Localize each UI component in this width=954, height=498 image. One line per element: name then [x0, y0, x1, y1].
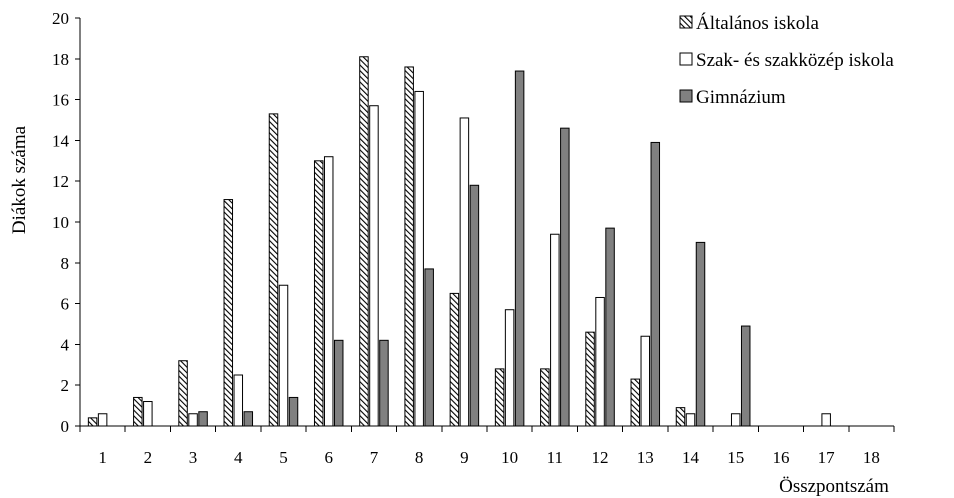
legend-label: Gimnázium: [696, 87, 786, 108]
x-tick-label: 3: [189, 448, 198, 467]
y-tick-label: 18: [52, 50, 69, 69]
x-tick-label: 17: [818, 448, 836, 467]
legend-swatch: [679, 15, 693, 29]
bar-1-8: [404, 66, 414, 427]
x-tick-label: 8: [415, 448, 424, 467]
bar-3-11: [560, 127, 570, 427]
bar-1-2: [133, 396, 143, 427]
x-tick-label: 15: [727, 448, 744, 467]
x-tick-label: 10: [501, 448, 518, 467]
y-tick-label: 2: [61, 376, 70, 395]
y-axis-label: Diákok száma: [9, 125, 30, 234]
bar-2-9: [459, 117, 470, 427]
bar-3-4: [243, 411, 254, 427]
y-tick-label: 12: [52, 172, 69, 191]
y-tick-label: 0: [61, 417, 70, 436]
bar-2-11: [550, 233, 560, 427]
x-tick-label: 5: [279, 448, 288, 467]
x-tick-label: 9: [460, 448, 469, 467]
bar-1-7: [359, 56, 369, 427]
bar-2-6: [323, 156, 334, 427]
bar-3-6: [333, 339, 344, 427]
y-tick-label: 6: [61, 295, 70, 314]
bar-2-17: [821, 413, 831, 427]
bar-3-10: [514, 70, 525, 427]
bar-1-3: [178, 360, 188, 427]
y-tick-label: 4: [61, 335, 70, 354]
legend-swatch: [679, 89, 693, 103]
x-tick-label: 13: [637, 448, 654, 467]
bar-3-5: [288, 396, 299, 427]
bar-1-13: [630, 378, 641, 427]
x-tick-label: 6: [324, 448, 333, 467]
bar-3-9: [469, 184, 480, 427]
y-tick-label: 10: [52, 213, 69, 232]
bar-1-10: [494, 368, 505, 427]
bar-2-2: [143, 401, 153, 427]
bar-2-15: [730, 413, 741, 427]
y-tick-label: 14: [52, 131, 70, 150]
bar-2-13: [640, 335, 651, 427]
bar-1-9: [449, 292, 460, 427]
bar-1-14: [675, 407, 686, 427]
bars: [87, 56, 831, 427]
bar-1-11: [540, 368, 550, 427]
y-tick-label: 20: [52, 9, 69, 28]
bar-1-6: [313, 160, 324, 427]
bar-2-7: [369, 105, 379, 427]
x-tick-label: 11: [547, 448, 563, 467]
bar-2-12: [595, 296, 605, 427]
bar-2-10: [504, 309, 515, 427]
x-tick-label: 4: [234, 448, 243, 467]
bar-1-4: [223, 199, 234, 427]
bar-1-1: [87, 417, 98, 427]
bar-2-8: [414, 90, 424, 427]
bar-2-5: [278, 284, 289, 427]
legend-swatch: [679, 52, 693, 66]
bar-2-14: [685, 413, 696, 427]
x-tick-label: 14: [682, 448, 700, 467]
bar-2-4: [233, 374, 244, 427]
x-tick-label: 12: [592, 448, 609, 467]
bar-1-5: [268, 113, 279, 427]
x-axis-label: Összpontszám: [779, 476, 889, 497]
bar-2-3: [188, 413, 198, 427]
bar-3-7: [379, 339, 389, 427]
x-tick-label: 7: [370, 448, 379, 467]
bar-3-8: [424, 268, 434, 427]
bar-3-14: [695, 241, 706, 427]
x-tick-label: 2: [144, 448, 153, 467]
x-tick-label: 18: [863, 448, 880, 467]
y-axis-ticks: 0 2 4 6 8 10 12 14 16 18 20: [52, 9, 80, 436]
legend: Általános iskola Szak- és szakközép iskol…: [679, 12, 894, 108]
y-tick-label: 16: [52, 91, 69, 110]
bar-3-13: [650, 141, 661, 427]
y-tick-label: 8: [61, 254, 70, 273]
x-axis-ticks: 1 2 3 4 5 6 7 8 9 10 11 12 13 14 15 16 17 18: [79, 426, 895, 467]
x-tick-label: 1: [98, 448, 107, 467]
x-tick-label: 16: [772, 448, 789, 467]
bar-1-12: [585, 331, 595, 427]
bar-3-15: [740, 325, 751, 427]
bar-3-12: [605, 227, 615, 427]
bar-2-1: [97, 413, 108, 427]
bar-3-3: [198, 411, 208, 427]
legend-label: Szak- és szakközép iskola: [696, 50, 894, 71]
legend-label: Általános iskola: [696, 12, 820, 34]
